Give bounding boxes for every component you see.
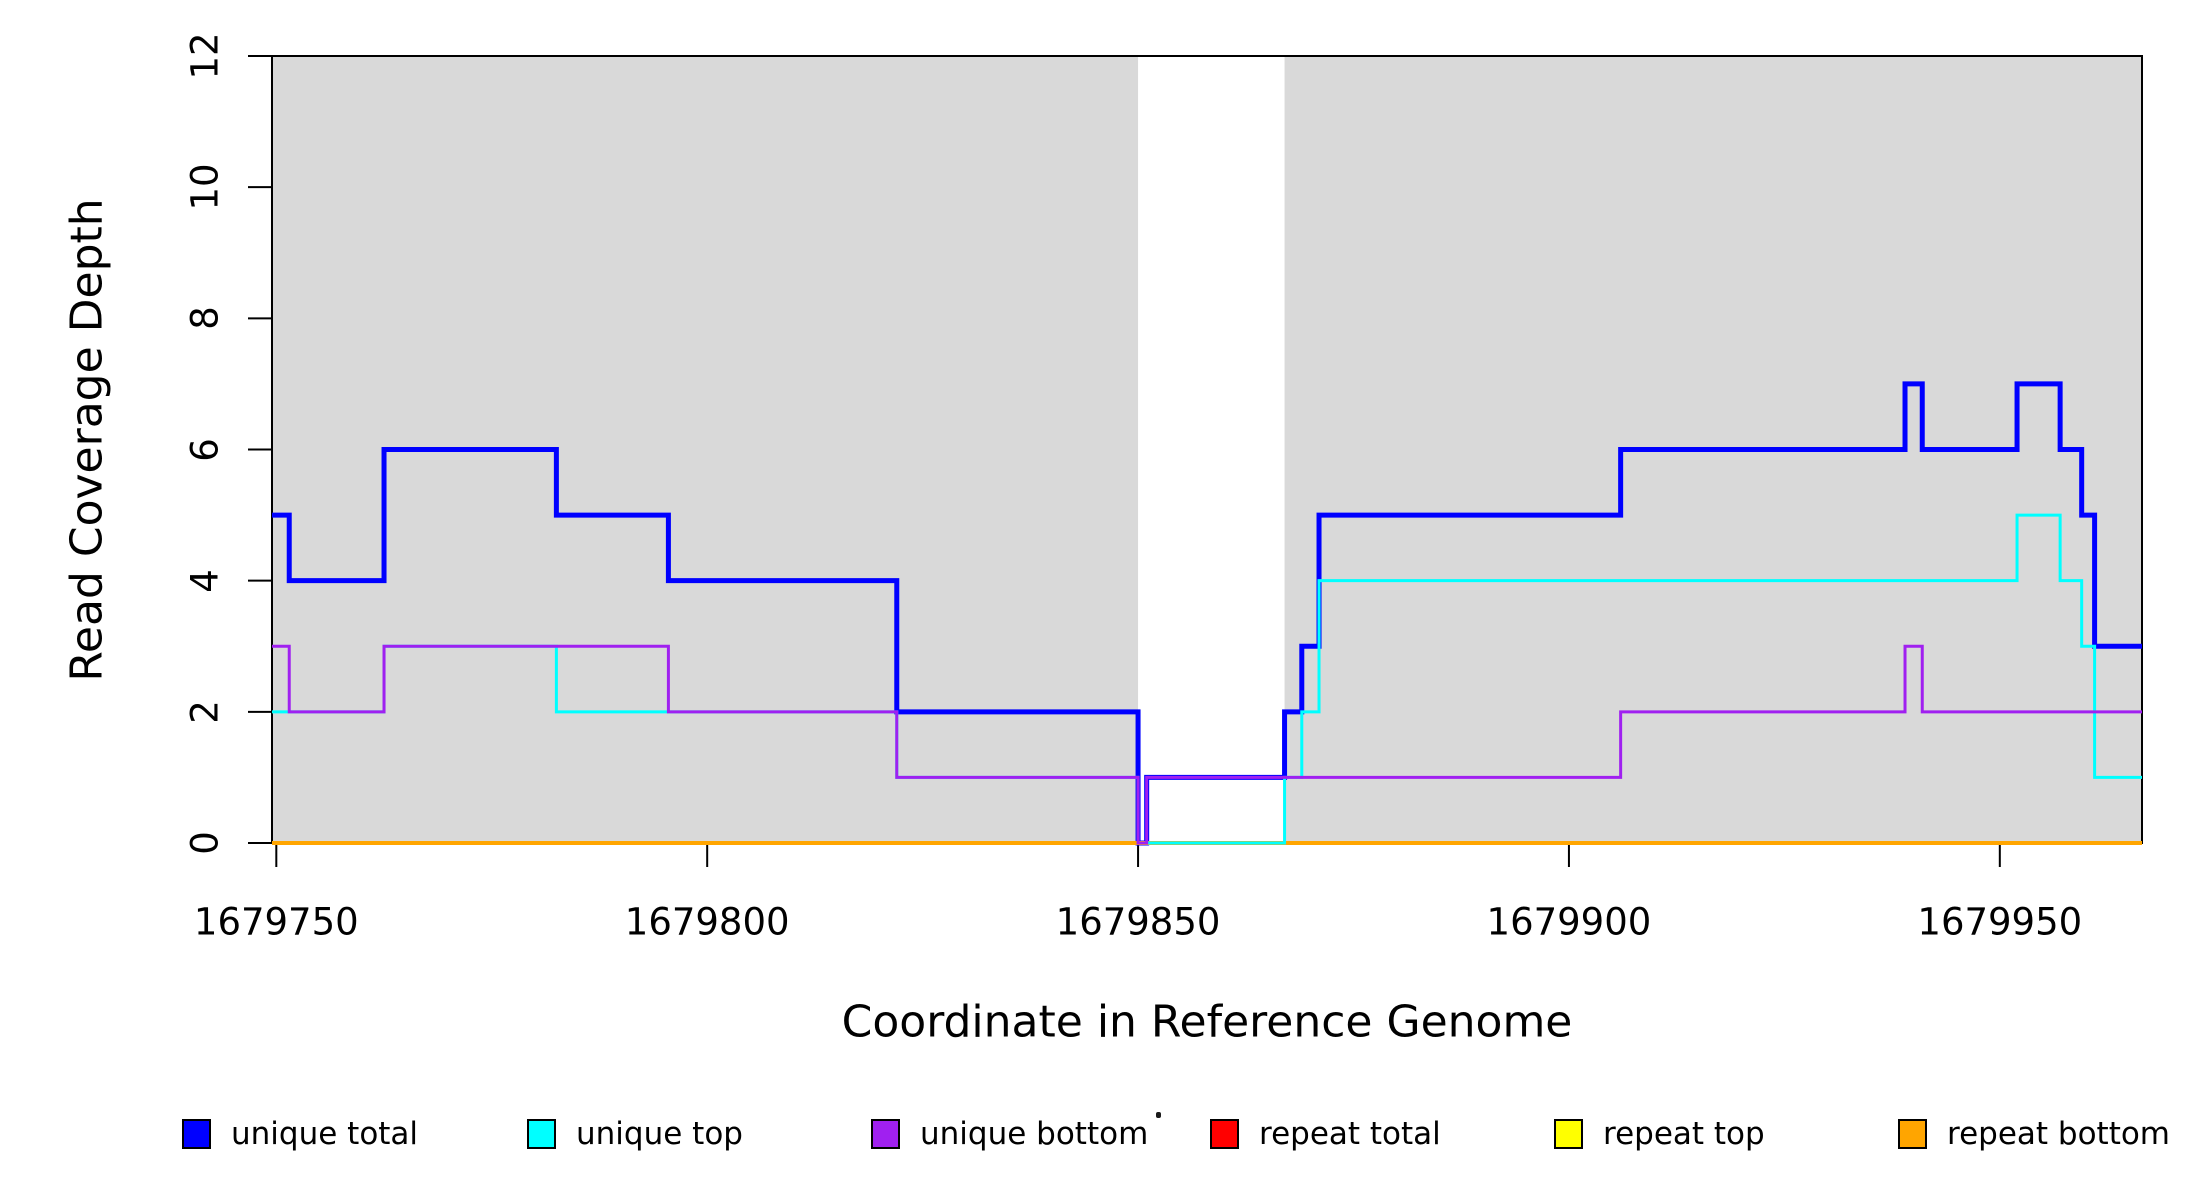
- legend-label: repeat total: [1259, 1116, 1441, 1152]
- x-axis-label: Coordinate in Reference Genome: [841, 996, 1573, 1048]
- x-tick-label: 1679800: [624, 900, 790, 944]
- legend-swatch-unique-bottom: [871, 1119, 900, 1149]
- legend-swatch-repeat-bottom: [1898, 1119, 1927, 1149]
- x-tick-label: 1679750: [193, 900, 359, 944]
- legend-swatch-unique-top: [527, 1119, 556, 1149]
- legend-label: unique top: [576, 1116, 743, 1152]
- x-tick-label: 1679950: [1917, 900, 2083, 944]
- legend-item-unique-bottom: unique bottom: [871, 1116, 1148, 1152]
- legend-label: unique total: [231, 1116, 419, 1152]
- y-tick-label: 8: [183, 306, 227, 331]
- legend-swatch-unique-total: [182, 1119, 211, 1149]
- legend-label: repeat top: [1603, 1116, 1765, 1152]
- legend-item-repeat-total: repeat total: [1210, 1116, 1441, 1152]
- y-tick-label: 4: [183, 568, 227, 593]
- legend-item-unique-top: unique top: [527, 1116, 743, 1152]
- legend-swatch-repeat-total: [1210, 1119, 1239, 1149]
- legend-swatch-repeat-top: [1554, 1119, 1583, 1149]
- y-axis-label: Read Coverage Depth: [61, 198, 113, 682]
- legend-label: unique bottom: [920, 1116, 1149, 1152]
- x-tick-label: 1679850: [1055, 900, 1221, 944]
- y-tick-label: 10: [183, 163, 227, 211]
- series-line-unique-total: [272, 381, 2142, 846]
- y-tick-label: 12: [183, 32, 227, 80]
- y-tick-label: 2: [183, 700, 227, 724]
- legend-item-repeat-top: repeat top: [1554, 1116, 1765, 1152]
- x-tick-label: 1679900: [1486, 900, 1652, 944]
- y-tick-label: 6: [183, 437, 227, 462]
- legend-item-unique-total: unique total: [182, 1116, 418, 1152]
- series-line-unique-bottom: [272, 644, 2142, 845]
- stray-mark: [1156, 1112, 1161, 1118]
- legend-label: repeat bottom: [1947, 1116, 2171, 1152]
- y-tick-label: 0: [183, 831, 227, 855]
- legend-item-repeat-bottom: repeat bottom: [1898, 1116, 2170, 1152]
- series-line-unique-top: [272, 513, 2142, 845]
